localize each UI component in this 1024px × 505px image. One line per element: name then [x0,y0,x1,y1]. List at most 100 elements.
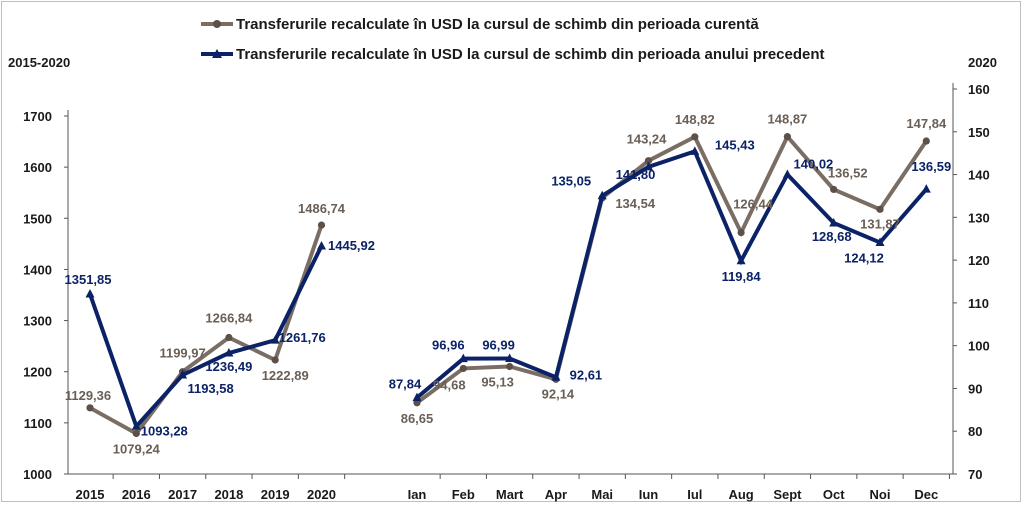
annual-previous-data-label: 1261,76 [279,330,326,345]
monthly-current-line [415,133,928,405]
right-tick-label: 160 [968,82,990,97]
left-tick-label: 1300 [23,314,52,329]
monthly-current-data-label: 92,14 [542,386,575,401]
x-tick-label-month: Noi [870,487,891,502]
monthly-previous-point [644,161,653,171]
annual-previous-data-label: 1236,49 [205,359,252,374]
monthly-current-data-label: 95,13 [481,374,514,389]
monthly-previous-data-label: 145,43 [715,137,755,152]
left-tick-label: 1700 [23,109,52,124]
x-tick-label-month: Mart [496,487,524,502]
legend: Transferurile recalculate în USD la curs… [201,16,825,63]
right-tick-label: 70 [968,467,982,482]
x-tick-label-annual: 2015 [76,487,105,502]
x-axis: 2015 2016 2017 2018 2019 2020 Ian Feb Mart Apr Mai… [68,473,953,502]
x-tick-label-month: Sept [773,487,802,502]
annual-previous-point [317,240,326,250]
right-tick-label: 100 [968,339,990,354]
left-tick-label: 1000 [23,467,52,482]
annual-current-data-label: 1129,36 [65,388,111,403]
right-tick-label: 130 [968,210,990,225]
monthly-previous-point [505,353,515,363]
monthly-previous-data-label: 140,02 [794,156,834,171]
left-tick-label: 1100 [24,416,52,431]
annual-previous-data-label: 1351,85 [65,272,112,287]
annual-current-point [317,221,326,229]
monthly-current-point [506,362,514,371]
monthly-previous-point [551,372,561,381]
left-tick-label: 1400 [23,262,52,277]
annual-current-data-label: 1222,89 [262,368,309,383]
monthly-current-point [783,133,792,141]
annual-current-data-label: 1486,74 [298,201,346,216]
monthly-previous-line [415,148,928,400]
monthly-current-point [644,157,653,165]
annual-previous-data-label: 1445,92 [328,238,375,253]
annual-previous-point [85,289,95,298]
annual-current-point [132,429,140,438]
x-tick-label-annual: 2018 [214,487,243,502]
monthly-previous-data-label: 141,80 [616,167,656,182]
monthly-current-point [459,364,467,373]
right-axis: 2020 70 80 90 100 110 120 130 140 150 160 [952,55,997,482]
x-tick-label-month: Iul [687,487,702,502]
right-tick-label: 90 [968,381,982,396]
x-tick-label-month: Mai [591,487,613,502]
monthly-previous-point [690,146,700,155]
legend-marker-1 [212,49,222,58]
annual-current-point [225,333,233,342]
monthly-current-data-label: 147,84 [906,116,947,131]
monthly-previous-point [921,184,931,193]
annual-current-data-label: 1199,97 [159,346,205,361]
right-tick-label: 150 [968,125,990,140]
right-tick-label: 120 [968,253,990,268]
x-tick-label-month: Dec [914,487,938,502]
monthly-previous-data-label: 96,99 [482,338,515,353]
monthly-previous-data-label: 136,59 [911,159,951,174]
x-tick-label-month: Oct [823,487,845,502]
monthly-previous-data-label: 119,84 [722,269,762,284]
monthly-current-point [830,185,838,194]
left-axis: 2015-2020 1000 1100 1200 1300 1400 1500 1600 170… [8,55,70,482]
left-tick-label: 1500 [23,211,52,226]
monthly-current-data-label: 94,68 [433,377,466,392]
monthly-previous-point [597,190,607,200]
monthly-current-data-label: 148,82 [675,112,715,127]
x-tick-label-month: Apr [545,487,567,502]
annual-previous-point [224,348,234,357]
right-tick-label: 80 [968,424,982,439]
x-tick-label-annual: 2020 [307,487,336,502]
legend-label-0: Transferurile recalculate în USD la curs… [236,16,759,33]
monthly-current-point [737,228,745,237]
annual-previous-point [178,369,188,379]
annual-previous-data-label: 1093,28 [141,423,188,438]
x-tick-label-month: Ian [408,487,427,502]
x-tick-label-month: Aug [728,487,753,502]
monthly-current-data-label: 143,24 [627,132,668,147]
monthly-previous-data-label: 128,68 [812,229,852,244]
right-axis-title: 2020 [968,55,997,70]
x-tick-label-month: Iun [639,487,659,502]
monthly-previous-data-label: 87,84 [389,377,422,392]
monthly-previous-point [412,392,422,402]
x-tick-label-annual: 2017 [168,487,197,502]
monthly-current-point [876,205,884,213]
monthly-current-point [922,137,930,145]
monthly-previous-point [875,237,885,246]
legend-marker-0 [213,20,221,28]
left-tick-label: 1200 [23,365,52,380]
annual-current-point [271,356,279,364]
left-tick-label: 1600 [23,160,52,175]
monthly-current-data-label: 131,87 [860,216,900,231]
right-tick-label: 140 [968,168,990,183]
monthly-current-data-label: 136,52 [828,165,868,180]
monthly-current-data-label: 148,87 [768,112,808,127]
annual-previous-point [131,421,141,430]
x-tick-label-annual: 2016 [122,487,151,502]
monthly-previous-point [782,169,792,178]
monthly-current-data-label: 134,54 [615,196,656,211]
left-axis-title: 2015-2020 [8,55,70,70]
annual-previous-data-label: 1193,58 [187,381,233,396]
monthly-previous-data-label: 124,12 [844,250,884,265]
